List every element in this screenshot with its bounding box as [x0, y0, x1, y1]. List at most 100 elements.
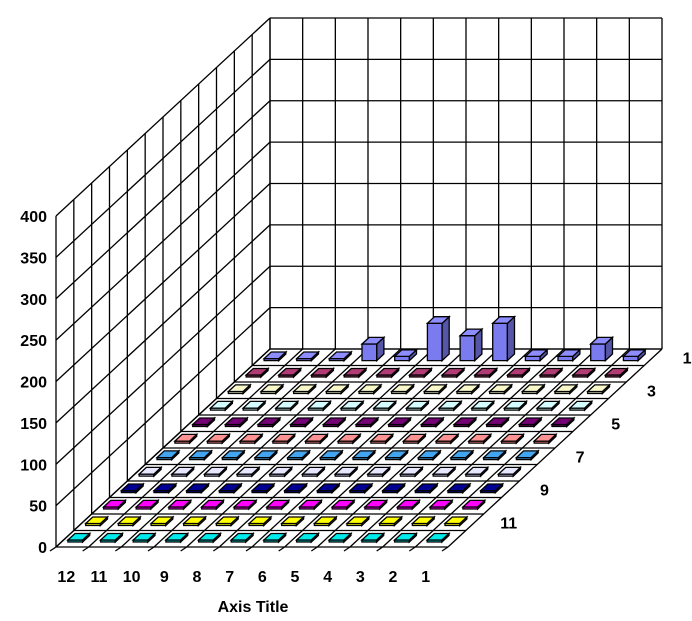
x-tick-label: 6 — [258, 569, 267, 586]
bar-top-face — [348, 483, 374, 492]
bar-top-face — [431, 466, 457, 475]
x-axis-title: Axis Title — [218, 599, 289, 616]
bar-top-face — [458, 328, 484, 337]
bar — [131, 532, 157, 544]
x-tick-label: 9 — [160, 569, 169, 586]
x-tick-mark — [441, 546, 449, 552]
bar-top-face — [378, 516, 404, 525]
bar — [330, 498, 356, 511]
bar-top-face — [330, 499, 356, 508]
bar-top-face — [238, 433, 264, 442]
bar — [336, 432, 362, 445]
bar — [351, 449, 377, 462]
bar — [241, 399, 267, 412]
bar-top-face — [149, 516, 175, 525]
bar-side-face — [441, 315, 450, 363]
bar — [523, 348, 549, 363]
bar — [289, 416, 315, 428]
bar-top-face — [336, 433, 362, 442]
bar — [182, 515, 208, 527]
bar — [116, 515, 142, 527]
x-tick-mark — [82, 546, 90, 552]
bar-front-face — [459, 335, 476, 362]
bar — [306, 399, 333, 412]
bar-top-face — [479, 483, 505, 492]
bar-top-face — [321, 417, 347, 426]
bar-top-face — [253, 450, 279, 459]
chart-floor — [49, 348, 663, 552]
bar — [603, 367, 630, 379]
x-tick-mark — [212, 546, 220, 552]
bar-top-face — [170, 466, 196, 475]
bar — [428, 498, 454, 511]
bar-top-face — [550, 417, 576, 426]
bar-top-face — [199, 499, 226, 508]
bar-top-face — [84, 516, 110, 525]
bar-top-face — [116, 516, 142, 525]
bar — [327, 532, 353, 544]
y-tick-label: 150 — [20, 416, 47, 433]
bar-top-face — [134, 499, 160, 508]
bar-top-face — [262, 351, 288, 360]
bar-top-face — [568, 400, 594, 409]
bar — [535, 399, 561, 412]
bar-top-face — [621, 349, 647, 358]
bar-top-face — [538, 367, 564, 376]
bar-top-face — [232, 499, 258, 508]
x-tick-mark — [180, 546, 188, 552]
bar — [520, 383, 546, 395]
y-tick-label: 100 — [20, 457, 47, 474]
bar — [238, 432, 264, 445]
bar-top-face — [571, 367, 597, 376]
bar-top-face — [235, 466, 261, 475]
bar-top-face — [416, 450, 442, 459]
bar — [449, 449, 475, 462]
y-tick-label: 400 — [20, 209, 47, 226]
bar — [621, 348, 647, 363]
bar-top-face — [381, 483, 407, 492]
bar-top-face — [244, 367, 270, 376]
bar — [375, 367, 401, 379]
bar-top-face — [419, 417, 445, 426]
bar — [467, 432, 493, 445]
bar — [226, 383, 252, 395]
bar — [274, 399, 300, 412]
bar — [550, 416, 576, 428]
bar-top-face — [425, 532, 451, 541]
bar — [66, 532, 92, 544]
bar-top-face — [250, 483, 276, 492]
depth-tick-label: 11 — [500, 515, 517, 532]
bar — [392, 532, 419, 544]
bar-top-face — [404, 400, 431, 409]
bar-top-face — [410, 516, 436, 525]
x-tick-label: 8 — [193, 569, 202, 586]
bar — [434, 432, 460, 445]
bar-top-face — [223, 417, 249, 426]
bar-front-face — [361, 343, 378, 362]
bar-top-face — [523, 349, 549, 358]
bar — [407, 367, 434, 379]
bar-top-face — [229, 532, 255, 541]
bar — [496, 465, 523, 478]
bar-top-face — [327, 532, 353, 541]
bar-top-face — [262, 532, 288, 541]
bar — [315, 482, 341, 495]
bar — [170, 465, 196, 478]
depth-tick-label: 1 — [683, 350, 692, 367]
bar-top-face — [461, 499, 487, 508]
bar-top-face — [280, 516, 306, 525]
bar-top-face — [300, 466, 327, 475]
bar-top-face — [366, 466, 392, 475]
bar-top-face — [446, 483, 472, 492]
bar — [348, 482, 374, 495]
bar-top-face — [482, 450, 508, 459]
bar — [312, 515, 338, 527]
bar-top-face — [556, 349, 582, 358]
depth-tick-label: 3 — [647, 383, 656, 400]
bar-top-face — [553, 384, 579, 393]
bar-top-face — [274, 400, 300, 409]
bar-top-face — [342, 367, 368, 376]
bar — [262, 350, 288, 363]
depth-tick-label: 7 — [576, 449, 585, 466]
bar-top-face — [351, 450, 377, 459]
